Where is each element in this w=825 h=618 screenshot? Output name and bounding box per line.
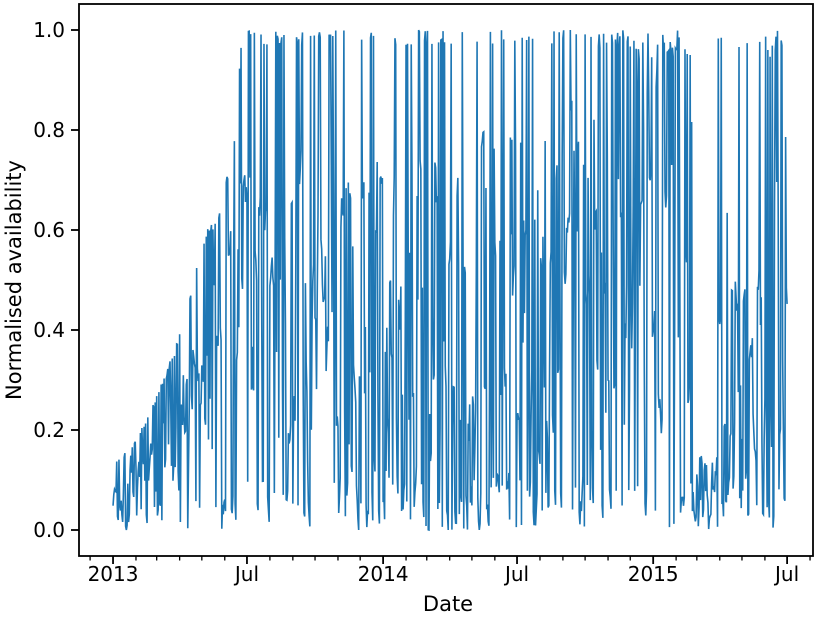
x-tick-label: Jul bbox=[504, 562, 530, 586]
x-tick-label: 2013 bbox=[87, 562, 139, 586]
series-line bbox=[112, 29, 788, 532]
y-tick-label: 0.8 bbox=[33, 118, 65, 142]
x-tick-label: Jul bbox=[775, 562, 800, 586]
y-axis-label: Normalised availability bbox=[2, 160, 26, 400]
y-tick-label: 1.0 bbox=[33, 18, 65, 42]
y-tick-label: 0.4 bbox=[33, 318, 65, 342]
y-tick-label: 0.2 bbox=[33, 418, 65, 442]
x-tick-label: 2015 bbox=[627, 562, 679, 586]
y-tick-label: 0.6 bbox=[33, 218, 65, 242]
x-axis-label: Date bbox=[422, 592, 474, 616]
x-tick-label: 2014 bbox=[357, 562, 409, 586]
x-tick-label: Jul bbox=[234, 562, 260, 586]
y-tick-label: 0.0 bbox=[33, 518, 65, 542]
plot-frame bbox=[78, 3, 814, 557]
